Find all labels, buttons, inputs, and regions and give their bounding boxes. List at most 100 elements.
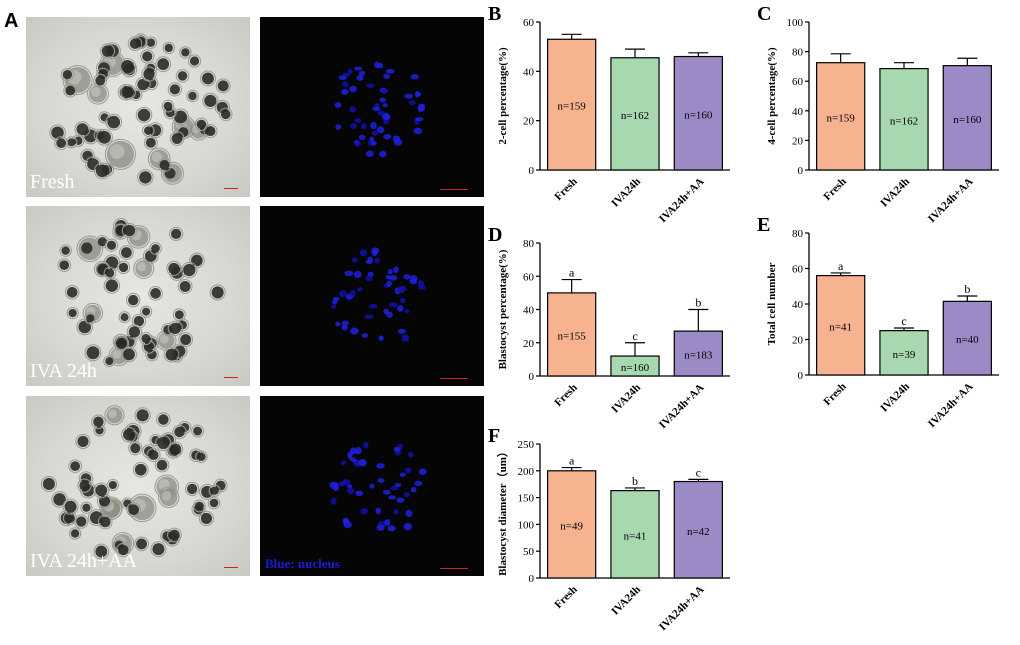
panel-letter: D (488, 224, 502, 246)
nucleus (383, 73, 390, 79)
nucleus (387, 525, 396, 532)
bar-iva24h (879, 68, 929, 171)
panel-letter: E (757, 214, 770, 236)
embryo (194, 117, 209, 131)
nucleus (349, 457, 356, 462)
embryo (121, 346, 137, 363)
nucleus (369, 483, 375, 489)
embryo (156, 412, 171, 427)
nucleus (378, 62, 384, 69)
embryo (104, 238, 119, 252)
embryo (77, 478, 92, 493)
sample-size-label: n=159 (827, 112, 856, 124)
nucleus (342, 81, 349, 88)
embryo (103, 266, 117, 280)
embryo (93, 482, 110, 499)
panel-letter: B (488, 3, 501, 25)
nucleus (360, 508, 369, 515)
nucleus (340, 460, 347, 466)
nucleus (399, 297, 406, 304)
y-tick-label: 40 (792, 106, 804, 118)
embryo (139, 331, 153, 345)
sample-size-label: n=160 (621, 362, 650, 374)
embryo-cluster-iva24h (57, 218, 226, 368)
nucleus (403, 522, 413, 531)
panel-letter-a: A (4, 10, 19, 32)
embryo (62, 498, 79, 515)
x-tick-label: IVA24h+AA (657, 176, 707, 226)
embryo (84, 344, 102, 362)
embryo (169, 226, 184, 241)
embryo (132, 461, 149, 478)
nucleus (378, 335, 384, 341)
nucleus (332, 296, 340, 302)
nucleus (338, 75, 347, 81)
embryo (120, 84, 137, 100)
y-tick-label: 0 (529, 371, 535, 383)
nucleus (376, 126, 385, 134)
y-tick-label: 100 (787, 17, 804, 29)
nucleus (404, 309, 410, 314)
chart-e: E 0 20 40 60 80 Total cell number n=41 a Fresh n=3… (757, 214, 999, 430)
nucleus (349, 290, 356, 298)
nucleus (376, 463, 385, 469)
y-tick-label: 100 (518, 519, 535, 531)
nucleus (389, 275, 398, 281)
embryo (177, 279, 193, 294)
embryo (134, 407, 151, 424)
nucleus (334, 102, 342, 108)
embryo (140, 305, 153, 318)
nucleus (379, 97, 386, 103)
y-tick-label: 0 (798, 370, 804, 382)
nucleus (356, 287, 363, 292)
embryo (85, 156, 102, 173)
scale-bar (224, 188, 238, 189)
embryo (146, 447, 161, 463)
y-tick-label: 20 (792, 135, 804, 147)
embryo (140, 49, 155, 64)
y-axis-label: Total cell number (766, 263, 778, 346)
nucleus (342, 478, 351, 486)
x-tick-label: IVA24h (609, 382, 643, 416)
embryo (99, 43, 116, 59)
y-axis-label: Blastocyst percentage(%) (497, 249, 509, 369)
embryo (104, 138, 136, 170)
nucleus (371, 140, 377, 146)
x-tick-label: IVA24h (878, 176, 912, 210)
scale-bar (440, 189, 468, 190)
nucleus (393, 446, 400, 452)
nucleus (393, 266, 399, 274)
embryo (172, 308, 186, 322)
nucleus (329, 481, 339, 490)
nucleus (361, 333, 369, 338)
embryo (193, 499, 206, 513)
embryo (57, 258, 72, 273)
embryo (87, 82, 109, 105)
significance-letter: c (696, 465, 701, 479)
y-tick-label: 50 (523, 546, 535, 558)
embryo (118, 311, 131, 324)
embryo (66, 306, 79, 320)
nucleus (341, 88, 349, 95)
nucleus (368, 304, 378, 309)
embryo (126, 324, 143, 340)
embryo (191, 424, 205, 438)
embryo (93, 162, 111, 180)
embryo (119, 245, 134, 260)
embryo (155, 434, 172, 452)
significance-letter: a (569, 454, 575, 468)
significance-letter: c (632, 329, 637, 343)
embryo (91, 414, 106, 429)
significance-letter: b (632, 474, 638, 488)
nucleus (397, 328, 406, 334)
embryo (103, 355, 116, 368)
nucleus (396, 497, 405, 503)
nucleus (386, 280, 392, 287)
row-label-iva24haa: IVA 24h+AA (30, 550, 138, 572)
nucleus (354, 66, 362, 71)
nucleus (364, 314, 374, 319)
nucleus (417, 285, 427, 290)
sample-size-label: n=159 (558, 101, 587, 113)
x-tick-label: IVA24h (878, 381, 912, 415)
nucleus (418, 468, 427, 475)
